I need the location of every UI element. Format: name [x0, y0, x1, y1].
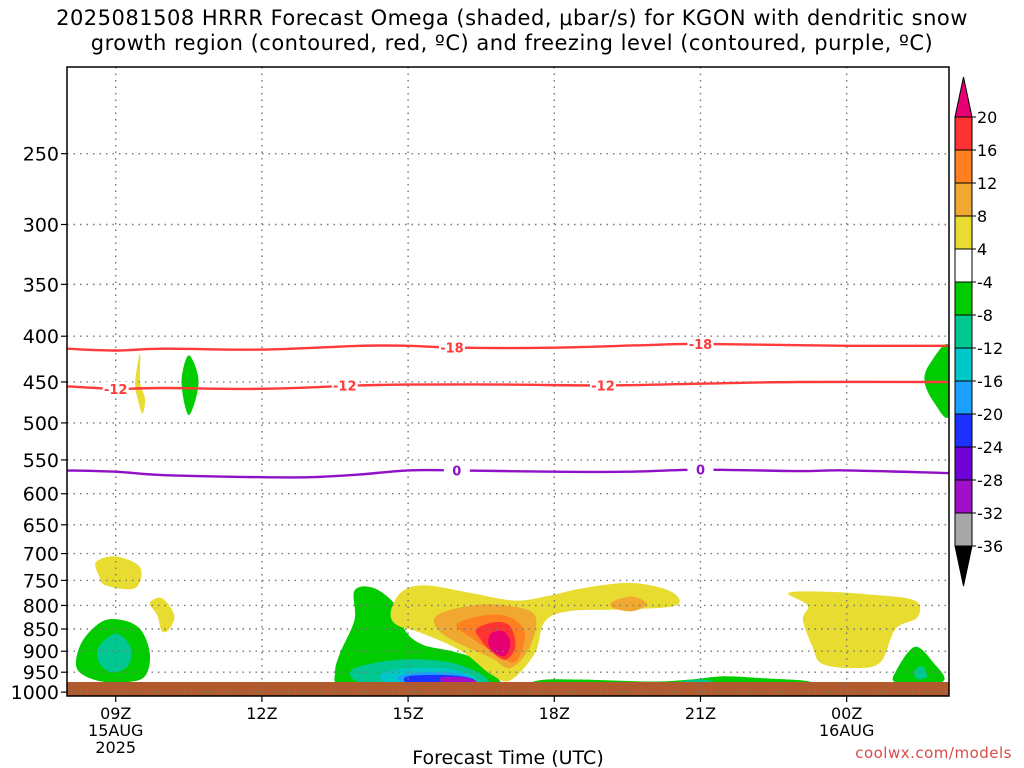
colorbar-label-7: -12: [977, 339, 1003, 358]
chart-title: 2025081508 HRRR Forecast Omega (shaded, …: [0, 6, 1024, 56]
colorbar-label-11: -28: [977, 471, 1003, 490]
y-axis: 2503003504004505005506006507007508008509…: [11, 144, 67, 704]
colorbar-label-13: -36: [977, 537, 1003, 556]
omega-region-3: [149, 597, 175, 633]
colorbar-band-4: [954, 248, 973, 283]
colorbar-bottom-arrow: [954, 545, 973, 587]
x-tick-label-9-1: 15AUG: [88, 721, 143, 740]
colorbar-band-10: [954, 446, 973, 481]
omega-shading-layer: [75, 343, 949, 691]
chart-title-line-2: growth region (contoured, red, ºC) and f…: [90, 31, 934, 55]
colorbar: 20 16 12 8 4 -4 -8 -12 -16 -20 -24 -28 -32 -36: [954, 76, 1003, 587]
y-tick-label-850: 850: [23, 619, 59, 641]
contour-label-bg-1-0: [102, 381, 129, 396]
colorbar-band-8: [954, 380, 973, 415]
y-tick-label-550: 550: [23, 450, 59, 472]
colorbar-label-10: -24: [977, 438, 1003, 457]
omega-region-5: [96, 633, 132, 673]
x-axis-label: Forecast Time (UTC): [412, 747, 603, 768]
y-tick-label-650: 650: [23, 515, 59, 537]
y-tick-label-800: 800: [23, 595, 59, 617]
y-tick-label-900: 900: [23, 641, 59, 663]
x-tick-label-15-0: 15Z: [392, 704, 423, 723]
colorbar-label-12: -32: [977, 504, 1003, 523]
terrain-layer: [67, 682, 949, 696]
colorbar-label-8: -16: [977, 372, 1003, 391]
colorbar-band-7: [954, 347, 973, 382]
y-tick-label-500: 500: [23, 413, 59, 435]
colorbar-band-6: [954, 314, 973, 349]
contour-label-1-0: -12: [104, 383, 128, 398]
contour-label-1-1: -12: [333, 379, 357, 394]
omega-region-0: [135, 353, 146, 414]
terrain-strip: [67, 682, 949, 696]
colorbar-top-arrow: [954, 76, 973, 118]
x-tick-label-12-0: 12Z: [246, 704, 277, 723]
colorbar-band-9: [954, 413, 973, 448]
colorbar-band-5: [954, 281, 973, 316]
y-tick-label-700: 700: [23, 544, 59, 566]
omega-region-21: [892, 646, 945, 687]
y-tick-label-750: 750: [23, 570, 59, 592]
contour-label-bg-0-0: [438, 340, 465, 355]
contour-label-0-1: -18: [689, 338, 713, 353]
omega-region-22: [914, 665, 928, 680]
colorbar-label-1: 16: [977, 141, 997, 160]
y-tick-label-600: 600: [23, 484, 59, 506]
contour-label-1-2: -12: [591, 379, 615, 394]
omega-region-20: [787, 591, 921, 669]
contour-label-2-0: 0: [452, 464, 461, 479]
colorbar-label-4: 4: [977, 240, 987, 259]
colorbar-label-2: 12: [977, 174, 997, 193]
contour-line-1: [67, 380, 949, 391]
x-tick-label-9-0: 09Z: [100, 704, 131, 723]
contour-layer: -18 -18 -12 -12 -12 0 0: [67, 336, 949, 479]
colorbar-band-0: [954, 116, 973, 151]
omega-region-2: [95, 556, 142, 590]
x-tick-label-18-0: 18Z: [539, 704, 570, 723]
colorbar-band-3: [954, 215, 973, 250]
omega-region-13: [610, 596, 647, 612]
y-tick-label-250: 250: [23, 144, 59, 166]
colorbar-label-6: -8: [977, 306, 993, 325]
colorbar-band-2: [954, 182, 973, 217]
x-tick-label-9-2: 2025: [95, 738, 136, 757]
grid-layer: [67, 67, 949, 696]
contour-line-0: [67, 342, 949, 352]
contour-line-2: [67, 468, 949, 479]
contour-label-bg-1-1: [331, 378, 358, 393]
colorbar-band-1: [954, 149, 973, 184]
x-tick-label-24-0: 00Z: [831, 704, 862, 723]
colorbar-label-9: -20: [977, 405, 1003, 424]
watermark: coolwx.com/models: [855, 744, 1012, 762]
contour-label-bg-0-1: [687, 336, 714, 351]
omega-region-17: [488, 630, 511, 657]
y-tick-label-400: 400: [23, 326, 59, 348]
contour-label-0-0: -18: [440, 342, 464, 357]
y-tick-label-950: 950: [23, 662, 59, 684]
y-tick-label-350: 350: [23, 274, 59, 296]
omega-region-1: [181, 355, 199, 416]
contour-label-2-1: 0: [696, 464, 705, 479]
x-tick-label-21-0: 21Z: [685, 704, 716, 723]
y-tick-label-300: 300: [23, 214, 59, 236]
colorbar-label-0: 20: [977, 108, 997, 127]
chart-title-line-1: 2025081508 HRRR Forecast Omega (shaded, …: [56, 6, 968, 30]
y-tick-label-450: 450: [23, 372, 59, 394]
y-tick-label-1000: 1000: [11, 682, 59, 704]
x-tick-label-24-1: 16AUG: [819, 721, 874, 740]
colorbar-band-11: [954, 479, 973, 514]
colorbar-label-5: -4: [977, 273, 993, 292]
colorbar-label-3: 8: [977, 207, 987, 226]
contour-label-bg-1-2: [590, 378, 617, 393]
contour-label-bg-2-0: [443, 463, 470, 478]
colorbar-band-12: [954, 512, 973, 547]
contour-label-bg-2-1: [687, 462, 714, 477]
